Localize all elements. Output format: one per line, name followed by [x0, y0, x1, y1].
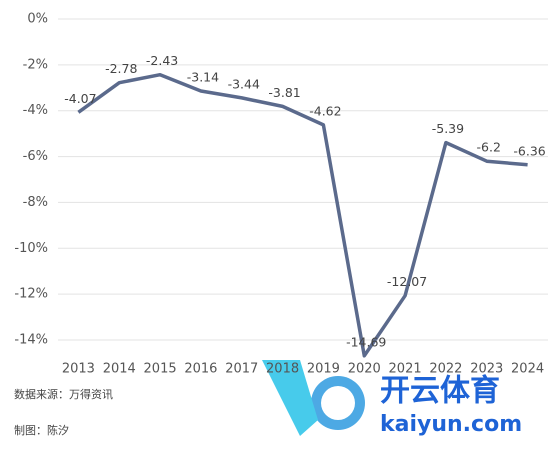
- x-tick-label: 2014: [103, 362, 136, 377]
- y-tick-label: -10%: [14, 241, 48, 256]
- y-tick-label: -14%: [14, 333, 48, 348]
- x-tick-label: 2016: [184, 362, 217, 377]
- logo-ball-inner: [321, 386, 355, 420]
- x-tick-label: 2018: [266, 362, 299, 377]
- x-tick-label: 2020: [348, 362, 381, 377]
- data-line: [77, 72, 528, 358]
- logo-k-stroke: [262, 360, 318, 436]
- x-tick-label: 2019: [307, 362, 340, 377]
- x-tick-label: 2013: [62, 362, 95, 377]
- y-tick-label: -4%: [23, 103, 48, 118]
- x-tick-label: 2023: [470, 362, 503, 377]
- data-label: -5.39: [432, 121, 464, 136]
- data-label: -3.44: [228, 76, 260, 91]
- y-tick-label: -8%: [23, 195, 48, 210]
- data-label: -12.07: [387, 274, 427, 289]
- data-label: -4.07: [64, 91, 96, 106]
- y-tick-label: -2%: [23, 57, 48, 72]
- x-tick-label: 2015: [144, 362, 177, 377]
- watermark-logo: [262, 360, 365, 436]
- watermark-text: 开云体育: [380, 374, 500, 409]
- data-label: -14.69: [346, 334, 386, 349]
- watermark-url: kaiyun.com: [380, 412, 522, 437]
- y-tick-label: 0%: [27, 12, 48, 27]
- data-label: -2.43: [146, 53, 178, 68]
- source-note: 数据来源：万得资讯: [14, 387, 113, 401]
- x-tick-label: 2017: [225, 362, 258, 377]
- y-tick-label: -6%: [23, 149, 48, 164]
- data-label: -2.78: [105, 61, 137, 76]
- x-tick-label: 2021: [389, 362, 422, 377]
- data-label: -3.81: [268, 85, 300, 100]
- x-tick-label: 2024: [511, 362, 544, 377]
- x-tick-label: 2022: [429, 362, 462, 377]
- data-label: -6.36: [513, 143, 545, 158]
- y-tick-label: -12%: [14, 287, 48, 302]
- data-label: -6.2: [477, 140, 501, 155]
- data-label: -3.14: [187, 69, 219, 84]
- author-note: 制图：陈汐: [14, 423, 69, 437]
- data-label: -4.62: [309, 103, 341, 118]
